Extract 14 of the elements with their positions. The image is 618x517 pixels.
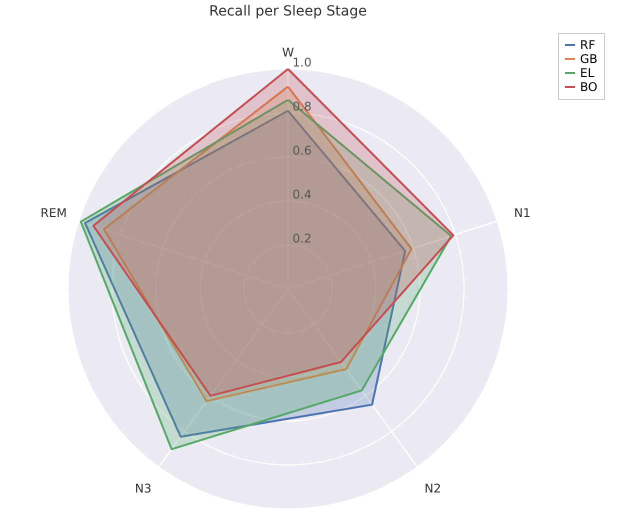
legend-label: BO: [580, 80, 598, 94]
y-tick-label: 1.0: [292, 56, 312, 70]
legend-label: RF: [580, 38, 596, 52]
spoke-label: N1: [514, 206, 531, 220]
spoke-label: W: [282, 46, 294, 60]
y-tick-label: 0.6: [292, 144, 312, 158]
legend-label: GB: [580, 52, 598, 66]
chart-title: Recall per Sleep Stage: [209, 4, 367, 20]
legend-label: EL: [580, 66, 595, 80]
spoke-label: REM: [40, 206, 67, 220]
y-tick-label: 0.2: [292, 232, 312, 246]
spoke-label: N2: [424, 481, 442, 496]
spoke-label: N3: [134, 481, 152, 496]
y-tick-label: 0.4: [292, 188, 312, 202]
